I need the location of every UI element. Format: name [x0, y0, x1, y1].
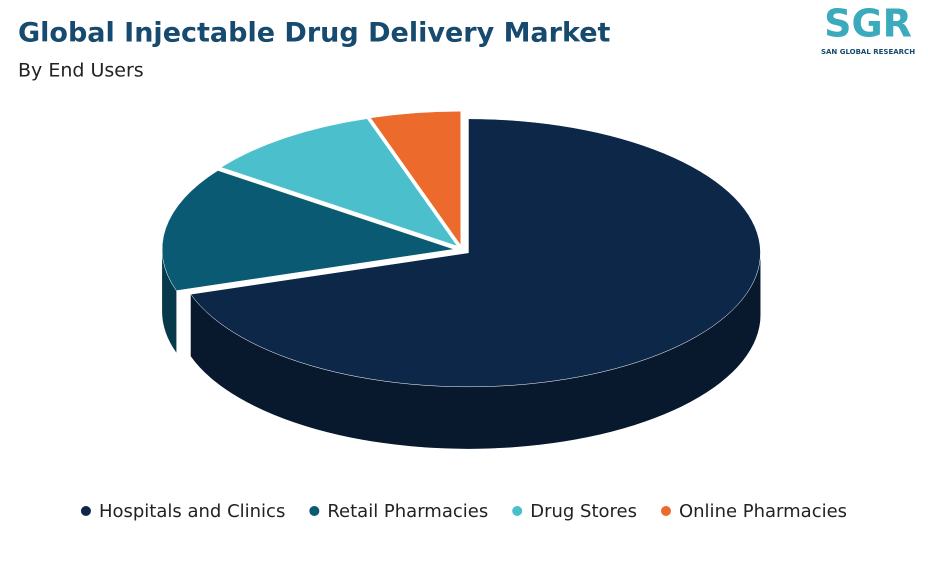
legend-marker	[660, 506, 671, 516]
logo-tagline: SAN GLOBAL RESEARCH	[821, 48, 915, 56]
logo-text: SGR	[824, 2, 912, 46]
legend-label: Drug Stores	[530, 501, 637, 522]
slice-side	[190, 252, 761, 449]
slice	[190, 118, 761, 388]
legend-label: Retail Pharmacies	[327, 501, 488, 522]
chart-subtitle: By End Users	[18, 60, 144, 82]
slice	[161, 170, 455, 291]
slice	[220, 118, 458, 247]
legend-marker	[512, 506, 523, 516]
pie	[161, 111, 761, 449]
legend-label: Online Pharmacies	[679, 501, 847, 522]
legend-label: Hospitals and Clinics	[99, 501, 285, 522]
slice-shade	[190, 252, 761, 449]
slice-side	[162, 249, 177, 353]
slice-shade	[162, 249, 177, 353]
legend-marker	[80, 506, 91, 516]
chart-title: Global Injectable Drug Delivery Market	[18, 18, 611, 49]
legend-marker	[309, 506, 320, 516]
slice	[370, 111, 461, 247]
legend: Hospitals and Clinics Retail Pharmacies Dr…	[80, 501, 847, 522]
